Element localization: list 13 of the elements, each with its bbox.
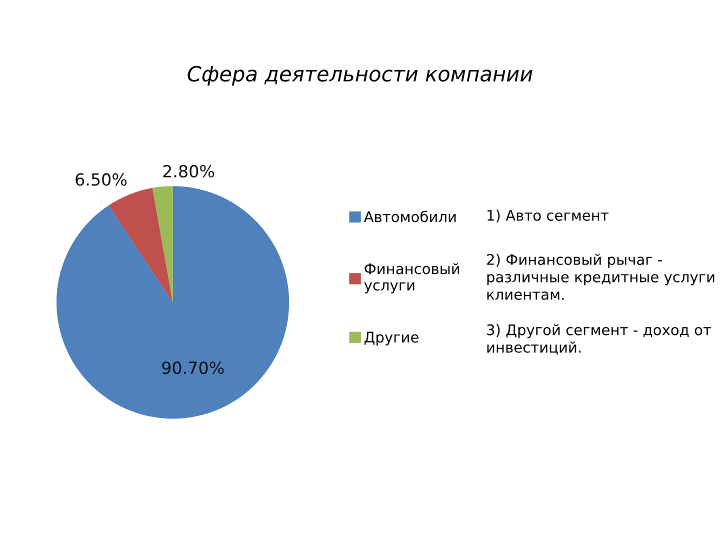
pie-slice [108, 188, 173, 302]
legend-label: Финансовый услуги [364, 263, 460, 294]
text: 2) Финансовый рычаг - различные кредитные услуги клиентам. [487, 254, 714, 300]
legend-label: Автомобили [364, 210, 456, 222]
pie-slice [152, 186, 173, 302]
data-label: 90.70% [162, 361, 224, 374]
pie-slice [56, 186, 290, 419]
data-label: 6.50% [76, 173, 127, 186]
data-label: 2.80% [163, 164, 214, 178]
text: 1) Авто сегмент [488, 210, 608, 223]
text: 3) Другой сегмент - доход от инвестиций. [487, 324, 712, 355]
chart-title: Сфера деятельности компании [188, 66, 532, 86]
legend-label: Другие [364, 332, 418, 346]
